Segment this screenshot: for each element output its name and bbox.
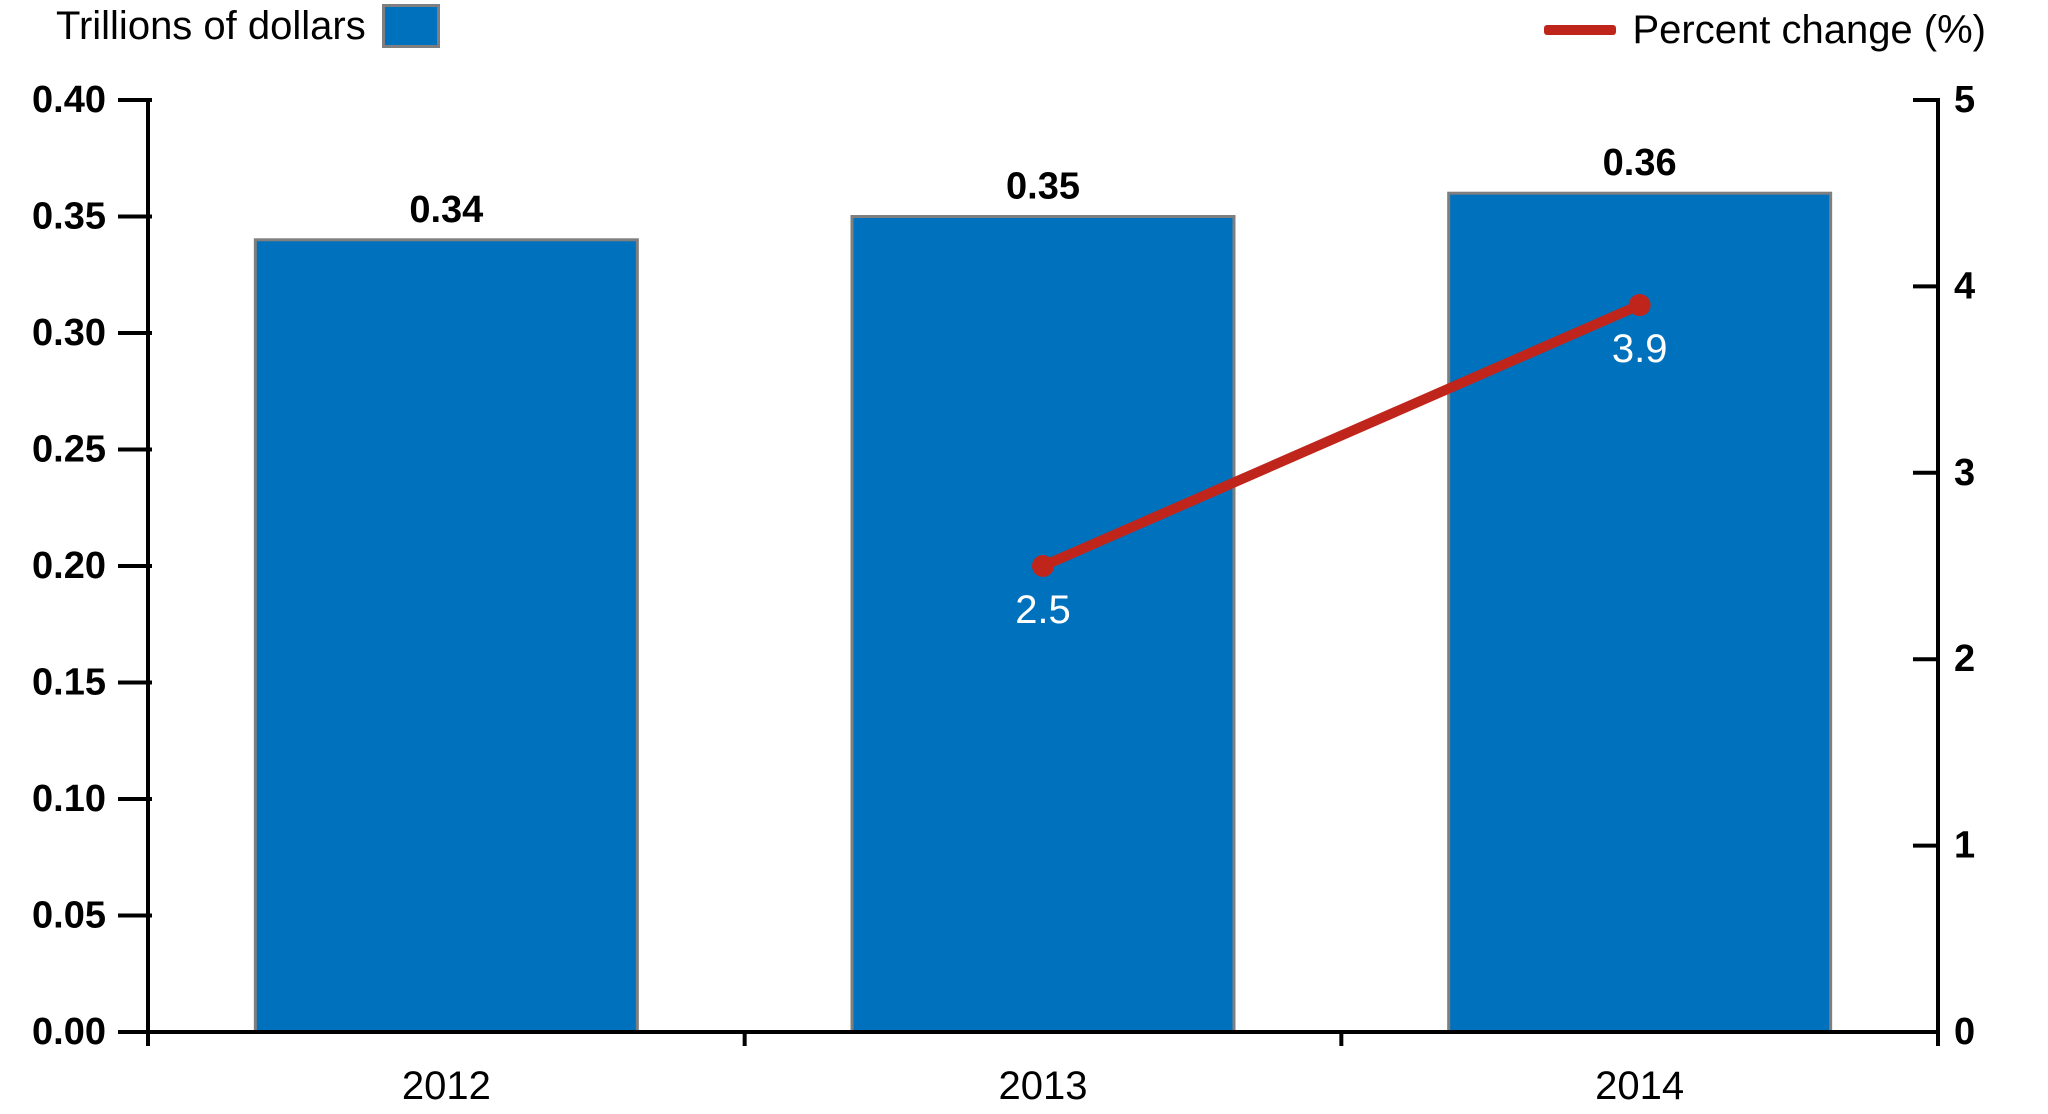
right-tick-label: 2 xyxy=(1954,638,1975,680)
right-tick-label: 5 xyxy=(1954,79,1975,121)
point-label-2013: 2.5 xyxy=(1015,588,1071,632)
bar-2014 xyxy=(1447,191,1833,1034)
left-tick-label: 0.15 xyxy=(32,662,106,704)
left-tick-label: 0.40 xyxy=(32,79,106,121)
legend-line-label: Percent change (%) xyxy=(1632,8,1986,52)
bar-label-2012: 0.34 xyxy=(409,189,483,231)
bar-label-2014: 0.36 xyxy=(1603,142,1677,184)
point-marker-2013 xyxy=(1032,555,1054,577)
legend-bars: Trillions of dollars xyxy=(56,4,440,48)
left-tick-label: 0.25 xyxy=(32,429,106,471)
left-tick-label: 0.00 xyxy=(32,1011,106,1053)
bar-label-2013: 0.35 xyxy=(1006,166,1080,208)
line-swatch-icon xyxy=(1544,25,1617,35)
percent-line xyxy=(1038,300,1645,571)
left-tick-label: 0.20 xyxy=(32,545,106,587)
left-tick-label: 0.10 xyxy=(32,778,106,820)
bar-swatch-icon xyxy=(381,4,440,48)
left-tick-label: 0.35 xyxy=(32,196,106,238)
right-tick-label: 0 xyxy=(1954,1011,1975,1053)
right-tick-label: 4 xyxy=(1954,265,1975,307)
x-label-2014: 2014 xyxy=(1595,1064,1684,1108)
left-tick-label: 0.05 xyxy=(32,895,106,937)
point-label-2014: 3.9 xyxy=(1612,327,1668,371)
bar-2012 xyxy=(253,238,639,1034)
point-marker-2014 xyxy=(1628,294,1651,317)
bar-2013 xyxy=(850,215,1236,1034)
legend-bars-label: Trillions of dollars xyxy=(56,4,366,48)
right-tick-label: 3 xyxy=(1954,452,1975,494)
x-label-2013: 2013 xyxy=(999,1064,1088,1108)
x-label-2012: 2012 xyxy=(402,1064,491,1108)
right-tick-label: 1 xyxy=(1954,825,1975,867)
left-tick-label: 0.30 xyxy=(32,312,106,354)
legend-line: Percent change (%) xyxy=(1544,10,1986,50)
